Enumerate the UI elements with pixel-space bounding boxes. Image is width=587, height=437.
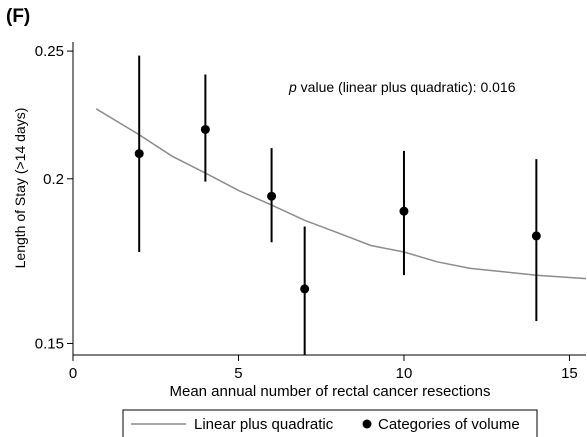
data-point <box>300 284 310 294</box>
legend-label-points: Categories of volume <box>378 416 520 433</box>
y-tick-label: 0.25 <box>35 43 64 60</box>
x-tick-label: 10 <box>396 365 413 382</box>
x-axis-label: Mean annual number of rectal cancer rese… <box>169 383 490 400</box>
x-tick-label: 0 <box>69 365 77 382</box>
p-value-text: value (linear plus quadratic): 0.016 <box>297 79 516 95</box>
x-axis: 0 5 10 15 <box>69 354 586 382</box>
data-point <box>531 231 541 241</box>
fit-line <box>95 108 587 280</box>
data-point <box>399 206 409 216</box>
panel-label: (F) <box>6 6 30 27</box>
x-tick-label: 5 <box>234 365 242 382</box>
legend: Linear plus quadratic Categories of volu… <box>122 409 538 437</box>
data-point <box>134 149 144 159</box>
points-group <box>134 55 541 355</box>
legend-label-fit: Linear plus quadratic <box>194 416 334 433</box>
p-value-annotation: p value (linear plus quadratic): 0.016 <box>288 79 516 95</box>
y-tick-label: 0.15 <box>35 335 64 352</box>
y-axis-label: Length of Stay (>14 days) <box>12 108 28 269</box>
y-axis: 0.15 0.2 0.25 <box>35 42 74 355</box>
data-point <box>200 124 210 134</box>
legend-box <box>122 409 538 437</box>
y-tick-label: 0.2 <box>43 171 64 188</box>
x-tick-label: 15 <box>561 365 578 382</box>
legend-point-swatch <box>362 419 372 429</box>
fit-line-group <box>95 108 587 280</box>
data-point <box>267 191 277 201</box>
p-italic: p <box>288 79 297 95</box>
